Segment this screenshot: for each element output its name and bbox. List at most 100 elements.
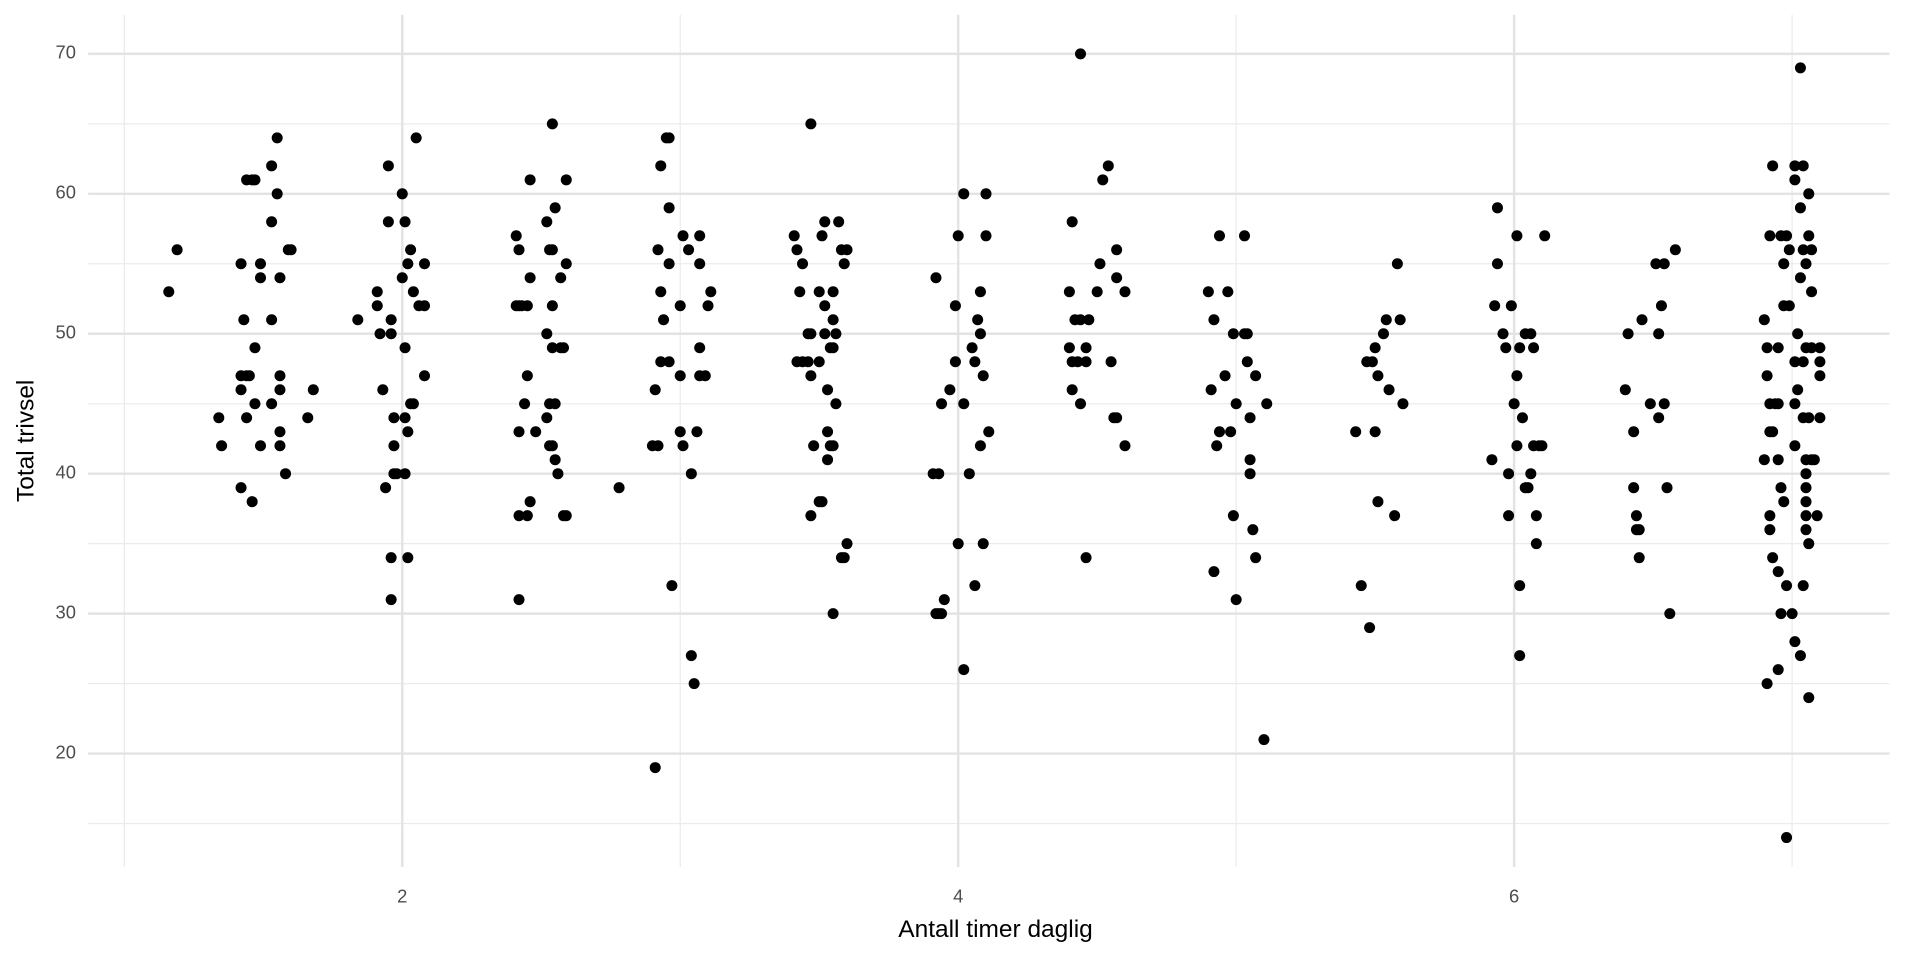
point: [1786, 608, 1798, 620]
point: [1789, 356, 1801, 368]
point: [688, 678, 700, 690]
point: [1781, 832, 1793, 844]
point: [1094, 258, 1106, 270]
point: [663, 356, 675, 368]
point: [388, 440, 400, 452]
point: [266, 216, 278, 228]
point: [1072, 356, 1084, 368]
y-tick-label: 50: [55, 322, 75, 343]
point: [374, 328, 386, 340]
point: [1486, 454, 1498, 466]
points: [163, 48, 1826, 844]
point: [1238, 230, 1251, 242]
point: [521, 510, 533, 522]
point: [1800, 258, 1812, 270]
point: [410, 132, 422, 144]
point: [549, 454, 561, 466]
point: [519, 398, 531, 410]
point: [683, 244, 695, 256]
point: [1630, 510, 1642, 522]
point: [936, 608, 948, 620]
point: [1800, 468, 1812, 480]
point: [958, 398, 970, 410]
point: [658, 314, 670, 326]
point: [1389, 510, 1401, 522]
point: [980, 230, 992, 242]
point: [1800, 510, 1812, 522]
point: [649, 762, 661, 774]
point: [249, 398, 261, 410]
point: [805, 370, 817, 382]
point: [805, 510, 817, 522]
point: [694, 230, 706, 242]
point: [1205, 384, 1217, 396]
point: [1258, 734, 1270, 746]
point: [238, 314, 250, 326]
point: [171, 244, 183, 256]
point: [933, 468, 945, 480]
point: [1355, 580, 1367, 592]
point: [1230, 398, 1242, 410]
point: [1522, 482, 1534, 494]
point: [524, 496, 536, 508]
point: [382, 160, 394, 172]
point: [1369, 342, 1381, 354]
point: [377, 384, 389, 396]
point: [833, 216, 845, 228]
point: [674, 426, 686, 438]
point: [513, 510, 525, 522]
point: [1536, 440, 1548, 452]
point: [841, 538, 853, 550]
point: [254, 258, 267, 270]
point: [1775, 482, 1787, 494]
point: [1619, 384, 1631, 396]
point: [1247, 524, 1259, 536]
point: [1511, 230, 1523, 242]
x-axis-title: Antall timer daglig: [898, 916, 1092, 943]
point: [1800, 524, 1812, 536]
point: [1366, 356, 1378, 368]
point: [966, 342, 978, 354]
point: [1102, 160, 1114, 172]
point: [1372, 370, 1384, 382]
point: [952, 230, 964, 242]
point: [266, 398, 278, 410]
point: [1655, 300, 1667, 312]
point: [285, 244, 297, 256]
point: [1783, 244, 1795, 256]
point: [541, 216, 553, 228]
point: [827, 440, 839, 452]
point: [546, 300, 558, 312]
point: [674, 370, 686, 382]
point: [1806, 244, 1818, 256]
point: [1778, 496, 1790, 508]
point: [274, 440, 286, 452]
point: [1244, 454, 1256, 466]
point: [513, 426, 525, 438]
point: [1644, 398, 1656, 410]
point: [838, 552, 850, 564]
point: [1633, 524, 1645, 536]
point: [980, 188, 992, 200]
point: [1772, 454, 1784, 466]
point: [254, 272, 267, 284]
point: [1063, 286, 1075, 298]
point: [827, 286, 839, 298]
grid: [88, 14, 1890, 867]
point: [1508, 398, 1520, 410]
point: [521, 300, 533, 312]
point: [546, 244, 558, 256]
point: [1491, 258, 1503, 270]
point: [213, 412, 225, 424]
point: [952, 538, 964, 550]
point: [1244, 412, 1256, 424]
point: [407, 398, 419, 410]
point: [827, 314, 839, 326]
point: [1250, 370, 1262, 382]
point: [418, 258, 431, 270]
y-tick-label: 40: [55, 462, 75, 483]
point: [1650, 258, 1662, 270]
point: [788, 230, 800, 242]
point: [1213, 230, 1225, 242]
